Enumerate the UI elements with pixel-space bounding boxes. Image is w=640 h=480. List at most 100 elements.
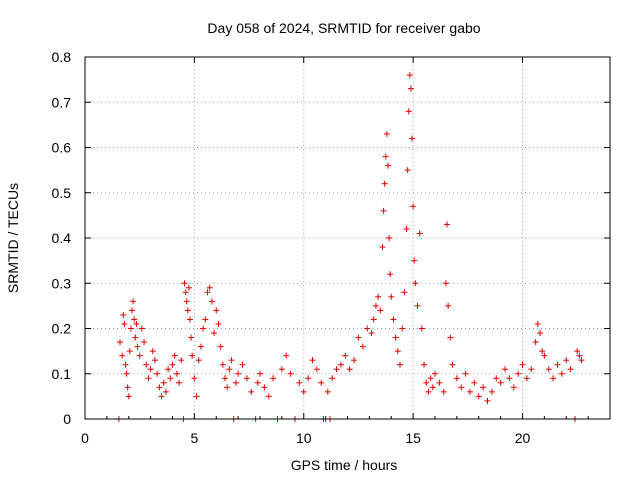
data-point bbox=[119, 352, 126, 359]
data-point bbox=[444, 221, 451, 228]
data-point bbox=[388, 293, 395, 300]
data-point bbox=[215, 320, 222, 327]
data-point bbox=[211, 330, 218, 337]
data-point bbox=[406, 72, 413, 79]
x-tick-label: 5 bbox=[190, 430, 198, 446]
data-point bbox=[126, 348, 133, 355]
data-point bbox=[189, 352, 196, 359]
data-point bbox=[558, 370, 565, 377]
data-point bbox=[384, 162, 391, 169]
data-point bbox=[278, 366, 285, 373]
data-point bbox=[427, 375, 434, 382]
y-tick-label: 0.4 bbox=[52, 230, 72, 246]
data-point bbox=[324, 388, 331, 395]
data-point bbox=[411, 257, 418, 264]
data-point bbox=[130, 298, 137, 305]
data-point bbox=[261, 384, 268, 391]
data-point bbox=[447, 334, 454, 341]
data-point bbox=[219, 361, 226, 368]
data-point bbox=[423, 379, 430, 386]
data-point bbox=[414, 302, 421, 309]
data-point bbox=[283, 352, 290, 359]
data-point bbox=[519, 361, 526, 368]
data-point bbox=[471, 379, 478, 386]
data-point bbox=[187, 316, 193, 323]
data-point bbox=[515, 370, 522, 377]
x-tick-label: 10 bbox=[296, 430, 312, 446]
data-point bbox=[156, 384, 163, 391]
data-point bbox=[410, 203, 417, 210]
data-point bbox=[191, 375, 198, 382]
data-point bbox=[445, 302, 452, 309]
y-tick-label: 0.7 bbox=[52, 94, 72, 110]
chart-title: Day 058 of 2024, SRMTID for receiver gab… bbox=[207, 20, 480, 36]
series-srmtid bbox=[115, 72, 585, 422]
data-point bbox=[158, 393, 165, 400]
data-point bbox=[193, 393, 200, 400]
data-point bbox=[224, 384, 231, 391]
data-point bbox=[418, 325, 425, 332]
data-point bbox=[355, 334, 362, 341]
data-point bbox=[405, 108, 412, 115]
data-point bbox=[134, 343, 141, 350]
data-point bbox=[404, 167, 411, 174]
data-point bbox=[122, 361, 129, 368]
data-point bbox=[407, 85, 414, 92]
data-point bbox=[138, 325, 145, 332]
data-point bbox=[149, 348, 156, 355]
data-point bbox=[162, 388, 169, 395]
data-point bbox=[488, 388, 495, 395]
data-point bbox=[412, 280, 419, 287]
data-point bbox=[359, 343, 366, 350]
data-point bbox=[195, 357, 202, 364]
data-point bbox=[368, 330, 375, 337]
data-point bbox=[232, 379, 239, 386]
data-point bbox=[432, 370, 438, 377]
data-point bbox=[436, 379, 443, 386]
data-point bbox=[131, 316, 138, 323]
data-point bbox=[178, 357, 185, 364]
data-point bbox=[539, 348, 546, 355]
data-point bbox=[399, 325, 406, 332]
data-point bbox=[120, 311, 127, 318]
data-point bbox=[462, 370, 469, 377]
data-point bbox=[563, 357, 570, 364]
ticks: 0 0.1 0.2 0.3 0.4 0.5 0.6 0.7 0.8 0 5 10 15 20 bbox=[52, 49, 610, 446]
data-point bbox=[160, 379, 167, 386]
data-point bbox=[394, 348, 401, 355]
data-point bbox=[475, 393, 482, 400]
data-point bbox=[136, 352, 143, 359]
data-point bbox=[300, 388, 307, 395]
data-point bbox=[173, 370, 180, 377]
data-point bbox=[337, 361, 344, 368]
data-point bbox=[532, 339, 539, 346]
data-point bbox=[188, 334, 195, 341]
data-point bbox=[235, 370, 242, 377]
data-point bbox=[313, 366, 320, 373]
plot-frame bbox=[84, 56, 611, 420]
data-point bbox=[125, 393, 132, 400]
data-point bbox=[502, 366, 508, 373]
data-point bbox=[117, 339, 123, 346]
data-point bbox=[239, 361, 246, 368]
data-point bbox=[401, 289, 408, 296]
grid bbox=[85, 57, 610, 419]
data-point bbox=[147, 366, 154, 373]
data-point bbox=[449, 361, 456, 368]
data-point bbox=[333, 366, 340, 373]
data-point bbox=[204, 289, 211, 296]
data-point bbox=[124, 384, 131, 391]
data-point bbox=[364, 325, 371, 332]
data-point bbox=[392, 334, 399, 341]
data-point bbox=[202, 316, 209, 323]
y-tick-label: 0.2 bbox=[52, 321, 72, 337]
data-point bbox=[484, 397, 491, 404]
data-point bbox=[442, 280, 449, 287]
data-point bbox=[329, 375, 336, 382]
data-point bbox=[213, 307, 220, 314]
data-point bbox=[248, 388, 255, 395]
data-point bbox=[506, 375, 513, 382]
data-point bbox=[257, 370, 263, 377]
data-point bbox=[351, 357, 358, 364]
data-point bbox=[537, 330, 543, 337]
